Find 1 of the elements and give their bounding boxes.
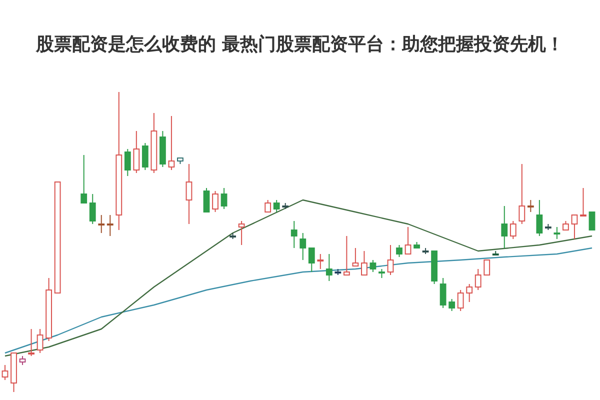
- title: 股票配资是怎么收费的 最热门股票配资平台：助您把握投资先机！: [36, 34, 564, 55]
